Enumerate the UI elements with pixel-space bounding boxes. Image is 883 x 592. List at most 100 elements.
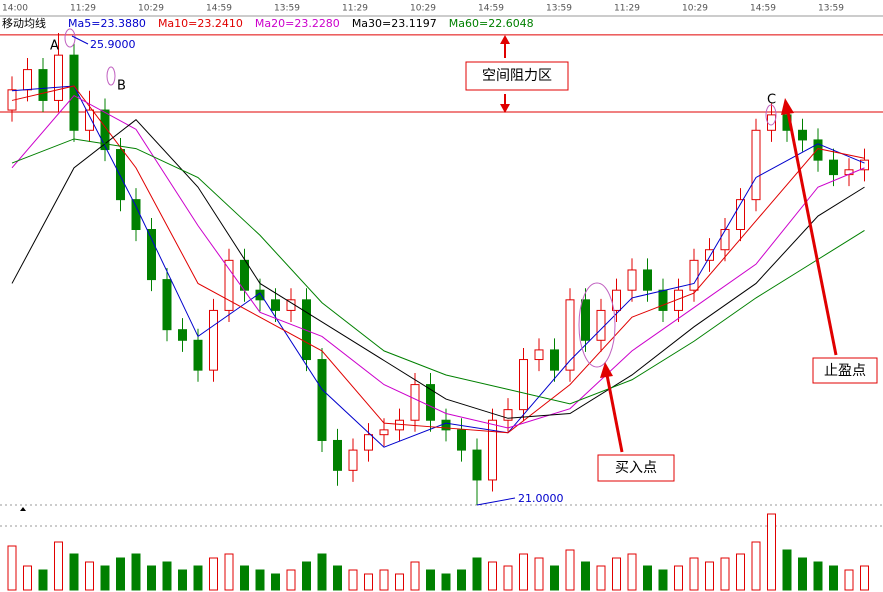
- candle-body: [720, 229, 730, 251]
- candle-body: [565, 299, 575, 371]
- ma-line: [11, 85, 865, 448]
- label-a: A: [50, 39, 59, 54]
- volume-bar: [302, 561, 311, 591]
- low-label: 21.0000: [518, 492, 564, 505]
- volume-bar: [457, 569, 466, 591]
- arrow-head: [500, 104, 510, 113]
- candle-body: [348, 449, 358, 471]
- volume-bar: [503, 565, 513, 591]
- volume-bar: [612, 557, 621, 591]
- legend-entry: Ma60=22.6048: [449, 17, 534, 30]
- volume-bar: [782, 549, 792, 591]
- ma-line: [11, 138, 865, 405]
- volume-bar: [348, 569, 358, 591]
- candle-body: [534, 349, 544, 361]
- legend-entry: Ma20=23.2280: [255, 17, 340, 30]
- candle-body: [472, 449, 482, 481]
- candle-body: [813, 139, 823, 161]
- candle-body: [302, 299, 311, 361]
- arrow-head: [600, 362, 613, 378]
- candle-body: [488, 419, 497, 481]
- time-label: 13:59: [546, 4, 572, 14]
- time-label: 10:29: [138, 4, 164, 14]
- candle-body: [333, 439, 342, 471]
- volume-bar: [488, 561, 497, 591]
- candle-body: [379, 429, 389, 436]
- candle-body: [116, 149, 125, 201]
- candle-body: [829, 159, 838, 176]
- volume-bar: [100, 565, 110, 591]
- candle-body: [209, 309, 218, 371]
- buy-zone: [578, 282, 616, 368]
- candle-body: [317, 359, 327, 441]
- buy-box: [597, 454, 675, 482]
- volume-bar: [472, 557, 482, 591]
- candle-body: [240, 259, 249, 291]
- volume-bar: [209, 557, 218, 591]
- candle-body: [612, 289, 621, 311]
- label-b: B: [117, 79, 126, 94]
- volume-bar: [689, 557, 699, 591]
- volume-bar: [379, 569, 389, 591]
- volume-bar: [767, 513, 776, 591]
- time-label: 11:29: [70, 4, 96, 14]
- candle-body: [410, 384, 420, 421]
- candle-body: [69, 54, 79, 131]
- volume-bar: [286, 569, 296, 591]
- time-label: 10:29: [410, 4, 436, 14]
- take-profit-box: [812, 357, 878, 384]
- volume-bar: [658, 569, 668, 591]
- candle-body: [224, 259, 234, 311]
- volume-bar: [596, 565, 606, 591]
- candle-body: [271, 299, 280, 311]
- volume-bar: [131, 553, 141, 591]
- zone-box: [465, 61, 569, 91]
- volume-bar: [581, 561, 590, 591]
- candle-body: [689, 259, 699, 291]
- candle-body: [364, 434, 373, 451]
- arrow-head: [500, 35, 510, 44]
- volume-bar: [627, 553, 637, 591]
- candle-body: [162, 279, 172, 331]
- volume-bar: [38, 569, 48, 591]
- candle-body: [751, 129, 761, 201]
- candle-body: [131, 199, 141, 231]
- volume-bar: [565, 549, 575, 591]
- arrow: [605, 374, 624, 453]
- volume-bar: [643, 565, 652, 591]
- candle-body: [596, 309, 606, 341]
- volume-bar: [271, 573, 280, 591]
- candle-body: [798, 129, 807, 141]
- time-label: 14:59: [206, 4, 232, 14]
- candle-body: [395, 419, 404, 431]
- volume-bar: [410, 561, 420, 591]
- chart-title: 移动均线: [2, 16, 46, 30]
- candle-body: [255, 289, 265, 301]
- candle-body: [519, 359, 528, 411]
- volume-bar: [674, 565, 683, 591]
- time-label: 14:00: [2, 4, 28, 14]
- candle-body: [736, 199, 745, 231]
- volume-bar: [534, 557, 544, 591]
- candle-body: [581, 299, 590, 341]
- candle-body: [85, 109, 94, 131]
- volume-bar: [116, 557, 125, 591]
- volume-bar: [147, 565, 156, 591]
- ma-line: [11, 85, 865, 434]
- take-profit-label: 止盈点: [824, 363, 866, 379]
- volume-bar: [69, 553, 79, 591]
- volume-bar: [519, 553, 528, 591]
- candle-body: [658, 289, 668, 311]
- candle-body: [178, 329, 187, 341]
- buy-label: 买入点: [615, 460, 657, 476]
- circle-c: [765, 104, 777, 126]
- volume-bar: [255, 569, 265, 591]
- volume-bar: [178, 569, 187, 591]
- volume-bar: [720, 557, 730, 591]
- time-label: 11:29: [342, 4, 368, 14]
- candle-body: [38, 69, 48, 101]
- pointer: [476, 497, 516, 506]
- candle-body: [550, 349, 559, 371]
